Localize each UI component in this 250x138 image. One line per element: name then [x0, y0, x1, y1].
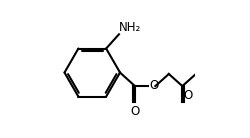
Text: O: O [149, 79, 158, 92]
Text: O: O [184, 89, 193, 102]
Text: NH₂: NH₂ [119, 21, 142, 34]
Text: O: O [130, 105, 140, 118]
